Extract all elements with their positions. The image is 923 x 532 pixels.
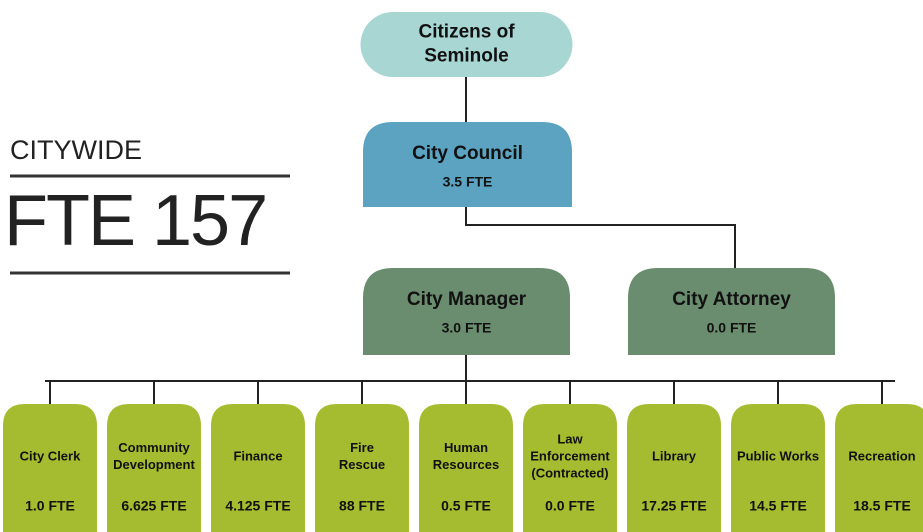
- department-label: Library: [652, 448, 697, 463]
- department-box: [835, 404, 923, 532]
- department-box: [627, 404, 721, 532]
- node: City Attorney 0.0 FTE: [628, 268, 835, 355]
- department-box: [419, 404, 513, 532]
- department-fte: 1.0 FTE: [25, 498, 75, 514]
- department-label: Development: [113, 457, 195, 472]
- department-label: Fire: [350, 440, 374, 455]
- node-label: City Attorney: [672, 289, 791, 310]
- department-label: Human: [444, 440, 488, 455]
- department-box: [731, 404, 825, 532]
- department-box: [107, 404, 201, 532]
- department-label: Recreation: [848, 448, 915, 463]
- department-box: [523, 404, 617, 532]
- node-fte: 3.0 FTE: [442, 320, 492, 336]
- department-fte: 14.5 FTE: [749, 498, 807, 514]
- connector: [45, 77, 895, 382]
- department-box: [3, 404, 97, 532]
- department-fte: 6.625 FTE: [121, 498, 186, 514]
- node-label: Citizens of: [418, 22, 515, 43]
- summary-label: CITYWIDE: [10, 135, 142, 165]
- department: Community Development 6.625 FTE: [107, 381, 201, 532]
- department-label: Enforcement: [530, 448, 610, 463]
- department-box: [211, 404, 305, 532]
- department-label: Law: [557, 431, 583, 446]
- node-label: City Manager: [407, 289, 527, 310]
- department: Human Resources 0.5 FTE: [419, 381, 513, 532]
- node: Citizens of Seminole: [360, 12, 573, 77]
- node: City Council 3.5 FTE: [363, 122, 572, 207]
- department-fte: 18.5 FTE: [853, 498, 911, 514]
- department-label: (Contracted): [531, 465, 608, 480]
- department-fte: 17.25 FTE: [641, 498, 706, 514]
- node-label: City Council: [412, 143, 523, 164]
- department-box: [315, 404, 409, 532]
- node-label: Seminole: [424, 46, 508, 67]
- node: City Manager 3.0 FTE: [363, 268, 570, 355]
- department: Law Enforcement (Contracted) 0.0 FTE: [523, 381, 617, 532]
- department: City Clerk 1.0 FTE: [3, 381, 97, 532]
- connectors: [45, 77, 895, 382]
- department-label: Rescue: [339, 457, 385, 472]
- node-fte: 0.0 FTE: [707, 320, 757, 336]
- department-label: Finance: [233, 448, 282, 463]
- department-label: Resources: [433, 457, 499, 472]
- department: Finance 4.125 FTE: [211, 381, 305, 532]
- department: Fire Rescue 88 FTE: [315, 381, 409, 532]
- department-label: City Clerk: [20, 448, 81, 463]
- department-fte: 4.125 FTE: [225, 498, 290, 514]
- node-box: [628, 268, 835, 355]
- department: Library 17.25 FTE: [627, 381, 721, 532]
- department-fte: 0.0 FTE: [545, 498, 595, 514]
- node-box: [363, 122, 572, 207]
- department: Public Works 14.5 FTE: [731, 381, 825, 532]
- summary-total: FTE 157: [4, 181, 266, 261]
- node-box: [360, 12, 573, 77]
- node-fte: 3.5 FTE: [443, 174, 493, 190]
- department: Recreation 18.5 FTE: [835, 381, 923, 532]
- department-fte: 88 FTE: [339, 498, 385, 514]
- node-box: [363, 268, 570, 355]
- department-fte: 0.5 FTE: [441, 498, 491, 514]
- department-label: Public Works: [737, 448, 819, 463]
- department-label: Community: [118, 440, 190, 455]
